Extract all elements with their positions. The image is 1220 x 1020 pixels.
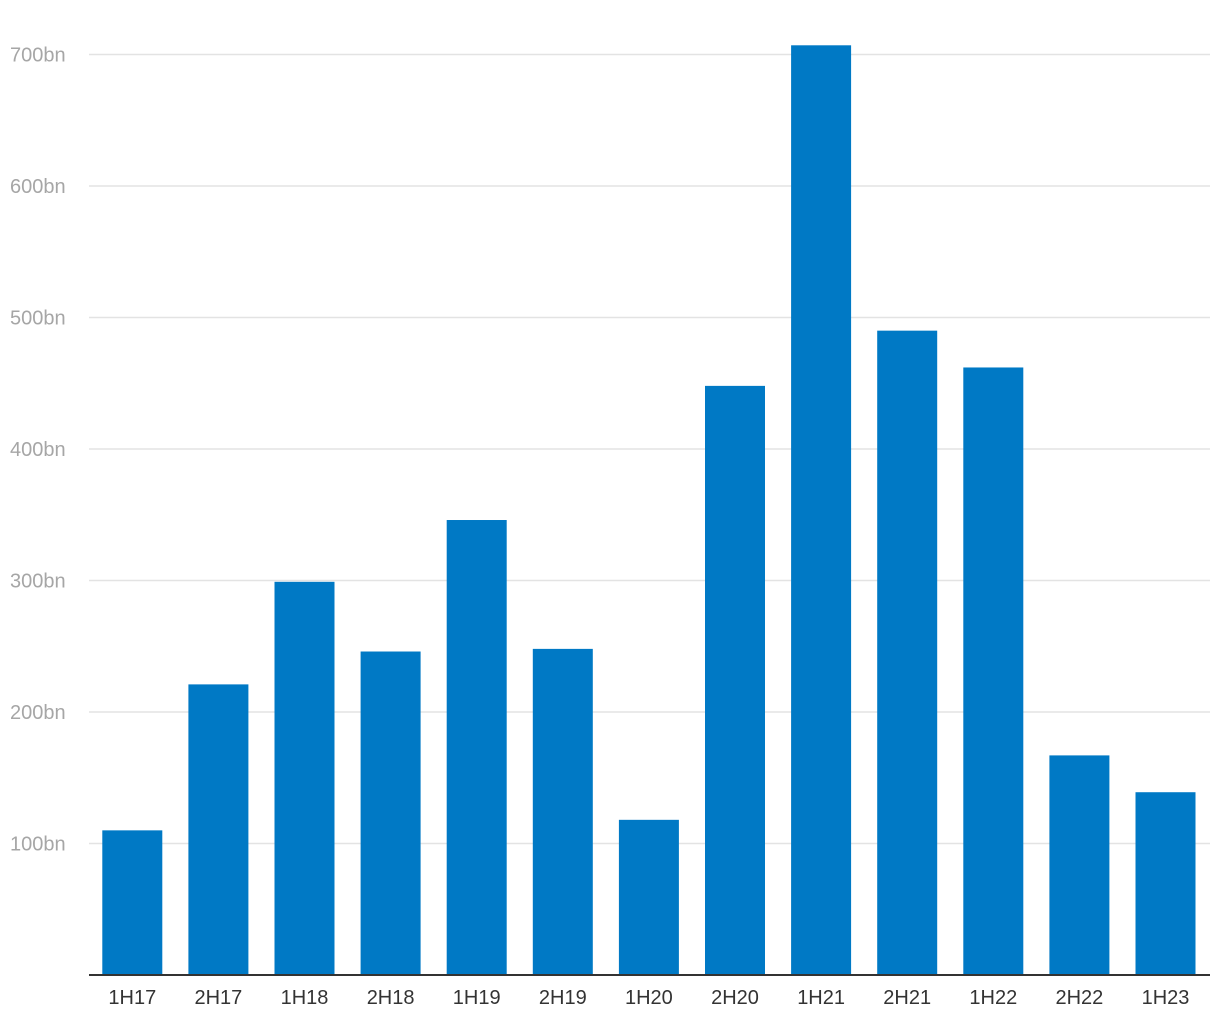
x-tick-label: 2H19 (539, 987, 587, 1009)
bar-2h20 (705, 385, 765, 975)
bars (102, 45, 1196, 976)
bar-2h18 (360, 651, 421, 975)
bar-2h22 (1049, 755, 1110, 975)
x-tick-label: 1H22 (969, 987, 1017, 1009)
x-tick-label: 2H22 (1055, 987, 1103, 1009)
x-tick-label: 1H20 (625, 987, 673, 1009)
bar-1h21 (791, 45, 852, 976)
bar-2h19 (532, 648, 593, 975)
y-tick-label: 600bn (10, 176, 66, 198)
x-tick-label: 1H17 (108, 987, 156, 1009)
y-tick-label: 500bn (10, 308, 66, 330)
bar-1h22 (963, 367, 1024, 976)
y-tick-label: 100bn (10, 834, 66, 856)
gridlines (89, 53, 1210, 845)
x-tick-label: 1H18 (281, 987, 329, 1009)
bar-1h19 (446, 520, 507, 975)
bar-1h23 (1135, 792, 1196, 975)
y-tick-label: 400bn (10, 439, 66, 461)
x-tick-label: 2H18 (367, 987, 415, 1009)
y-tick-label: 300bn (10, 571, 66, 593)
x-tick-label: 2H20 (711, 987, 759, 1009)
x-tick-label: 2H21 (883, 987, 931, 1009)
bar-1h18 (274, 581, 335, 975)
y-axis-tick-labels: 100bn 200bn 300bn 400bn 500bn 600bn 700bn (10, 45, 66, 856)
bar-2h21 (877, 330, 938, 975)
x-tick-label: 2H17 (194, 987, 242, 1009)
x-axis-tick-labels: 1H17 2H17 1H18 2H18 1H19 2H19 1H20 2H20 1H21 2H21… (108, 987, 1189, 1009)
bar-2h17 (188, 684, 249, 975)
x-tick-label: 1H23 (1142, 987, 1190, 1009)
y-tick-label: 700bn (10, 45, 66, 67)
bar-1h20 (618, 819, 679, 975)
x-tick-label: 1H21 (797, 987, 845, 1009)
bar-1h17 (102, 830, 163, 975)
y-tick-label: 200bn (10, 702, 66, 724)
x-tick-label: 1H19 (453, 987, 501, 1009)
